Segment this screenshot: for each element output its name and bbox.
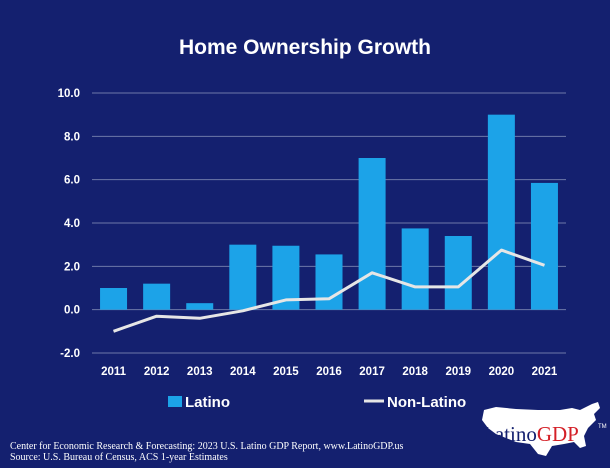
bar-latino — [186, 303, 214, 310]
logo-trademark: TM — [598, 424, 607, 430]
x-axis-ticks: 2011 2012 2013 2014 2015 2016 2017 2018 2019 2020… — [101, 366, 558, 378]
x-tick-label: 2011 — [101, 366, 127, 378]
bar-latino — [229, 244, 257, 310]
y-tick-label: 6.0 — [64, 175, 80, 187]
legend-swatch-latino — [168, 396, 182, 407]
x-tick-label: 2016 — [316, 366, 342, 378]
bar-latino — [100, 288, 128, 310]
legend-label-latino: Latino — [185, 394, 230, 411]
chart-title: Home Ownership Growth — [179, 36, 431, 59]
y-tick-label: 8.0 — [64, 131, 80, 143]
us-map-icon — [482, 402, 600, 456]
y-tick-label: 2.0 — [64, 261, 80, 273]
x-tick-label: 2021 — [532, 366, 558, 378]
logo-latino: Latino — [482, 422, 537, 446]
bar-latino — [358, 158, 386, 310]
line-non-latino — [113, 248, 545, 333]
logo-gdp: GDP — [537, 422, 579, 446]
latinogdp-logo: LatinoGDP TM — [482, 402, 607, 456]
x-tick-label: 2017 — [359, 366, 385, 378]
y-tick-label: 10.0 — [58, 88, 80, 100]
x-tick-label: 2012 — [144, 366, 170, 378]
x-tick-label: 2015 — [273, 366, 299, 378]
bar-latino — [401, 228, 429, 310]
svg-text:LatinoGDP: LatinoGDP — [482, 422, 579, 446]
footer-source: Source: U.S. Bureau of Census, ACS 1-yea… — [10, 452, 228, 463]
x-tick-label: 2014 — [230, 366, 256, 378]
x-tick-label: 2019 — [445, 366, 471, 378]
non-latino-line — [113, 248, 545, 333]
x-tick-label: 2020 — [489, 366, 515, 378]
legend: Latino Non-Latino — [168, 394, 466, 411]
x-tick-label: 2013 — [187, 366, 213, 378]
y-tick-label: 4.0 — [64, 218, 80, 230]
bar-latino — [315, 254, 343, 310]
bar-latino — [530, 182, 558, 310]
footer-credit: Center for Economic Research & Forecasti… — [10, 441, 404, 452]
bar-latino — [444, 236, 472, 310]
y-tick-label: 0.0 — [64, 305, 80, 317]
legend-label-non-latino: Non-Latino — [387, 394, 466, 411]
y-axis-ticks: 10.0 8.0 6.0 4.0 2.0 0.0 -2.0 — [58, 88, 80, 360]
x-tick-label: 2018 — [402, 366, 428, 378]
bar-latino — [143, 283, 171, 310]
y-tick-label: -2.0 — [60, 348, 80, 360]
bar-latino — [487, 114, 515, 310]
latino-bars — [100, 114, 558, 310]
